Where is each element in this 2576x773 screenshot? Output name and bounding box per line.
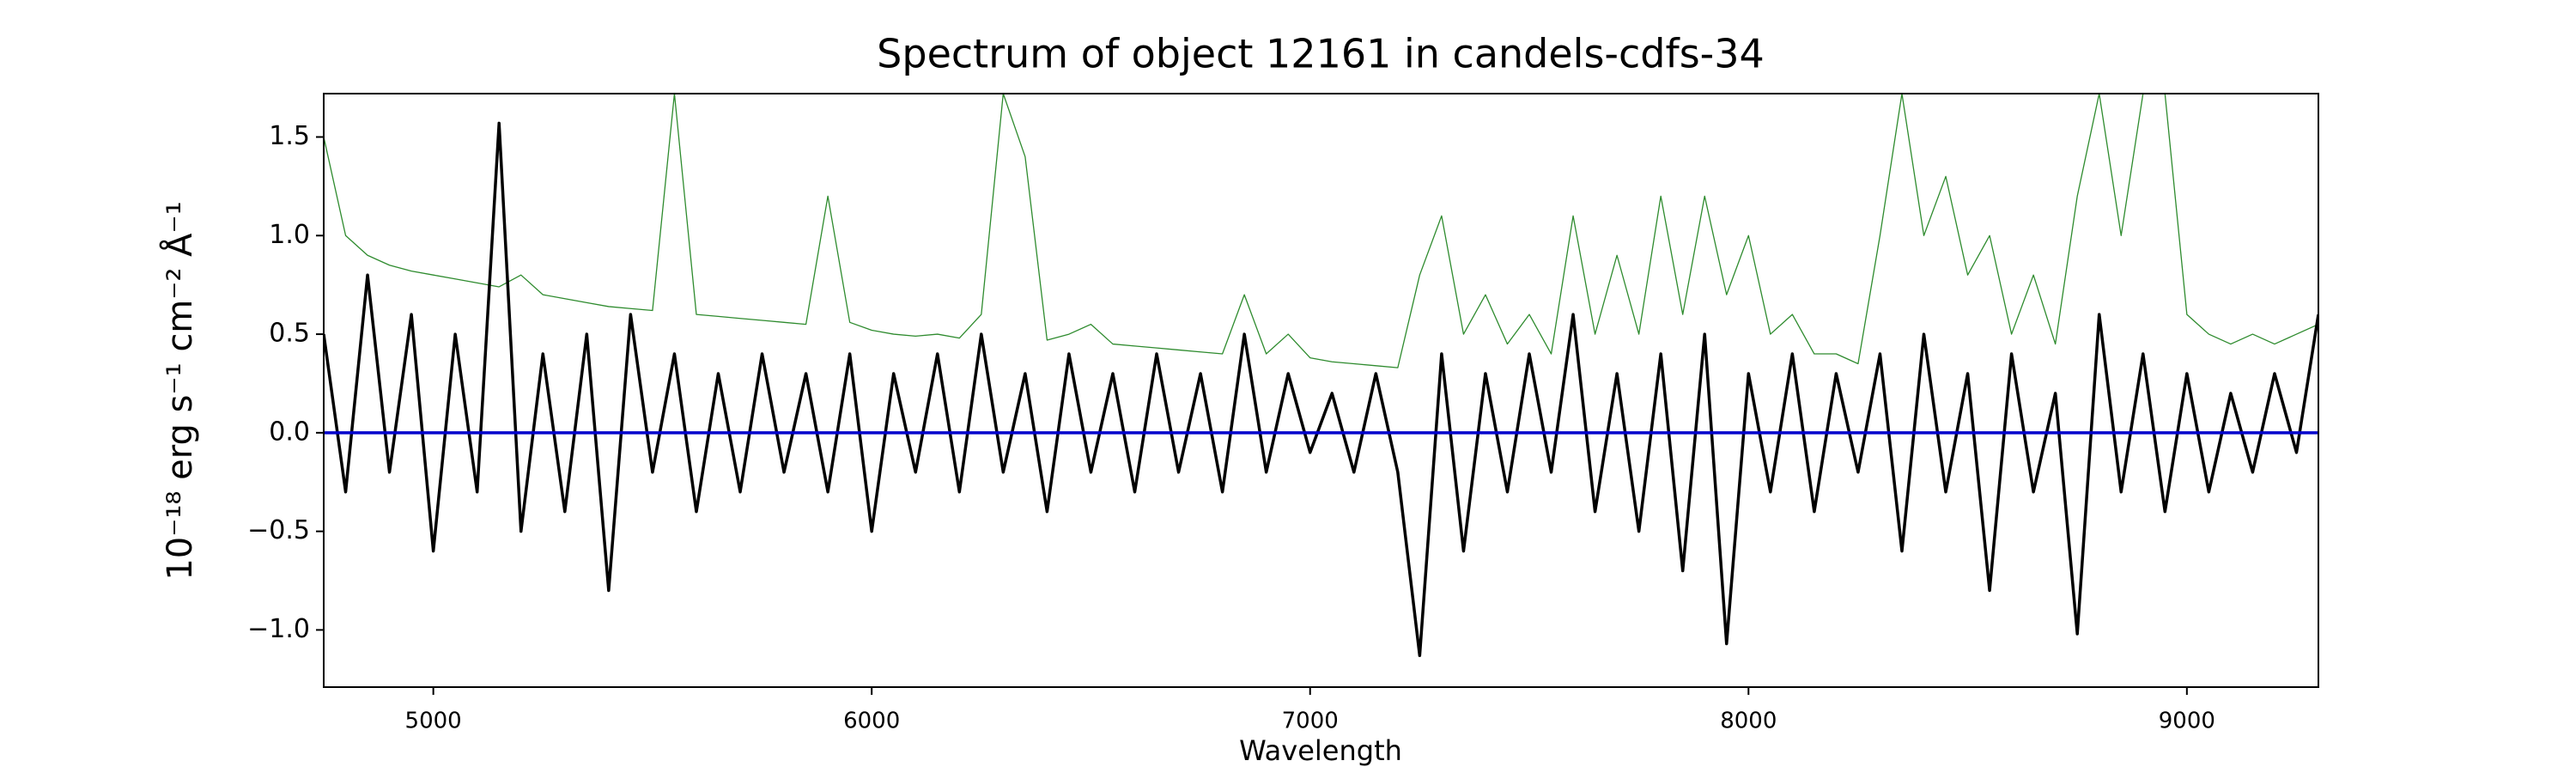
plot-frame: [323, 93, 2319, 688]
x-tick-label: 9000: [2159, 709, 2215, 734]
spectrum-line: [324, 121, 2318, 658]
x-tick-label: 6000: [843, 709, 900, 734]
y-axis-label: 10⁻¹⁸ erg s⁻¹ cm⁻² Å⁻¹: [159, 201, 200, 580]
y-tick-label: 0.5: [269, 319, 310, 349]
plot-area: [324, 94, 2318, 658]
spectrum-line: [324, 94, 2318, 368]
x-tick-label: 7000: [1282, 709, 1339, 734]
y-tick-label: 0.0: [269, 417, 310, 447]
y-tick-label: −1.0: [247, 614, 310, 644]
y-tick-label: −0.5: [247, 515, 310, 545]
x-tick-label: 5000: [405, 709, 462, 734]
y-tick-label: 1.5: [269, 121, 310, 151]
x-axis-label: Wavelength: [1239, 734, 1402, 767]
y-tick-label: 1.0: [269, 220, 310, 250]
x-tick-label: 8000: [1720, 709, 1777, 734]
chart-title: Spectrum of object 12161 in candels-cdfs…: [877, 31, 1765, 77]
